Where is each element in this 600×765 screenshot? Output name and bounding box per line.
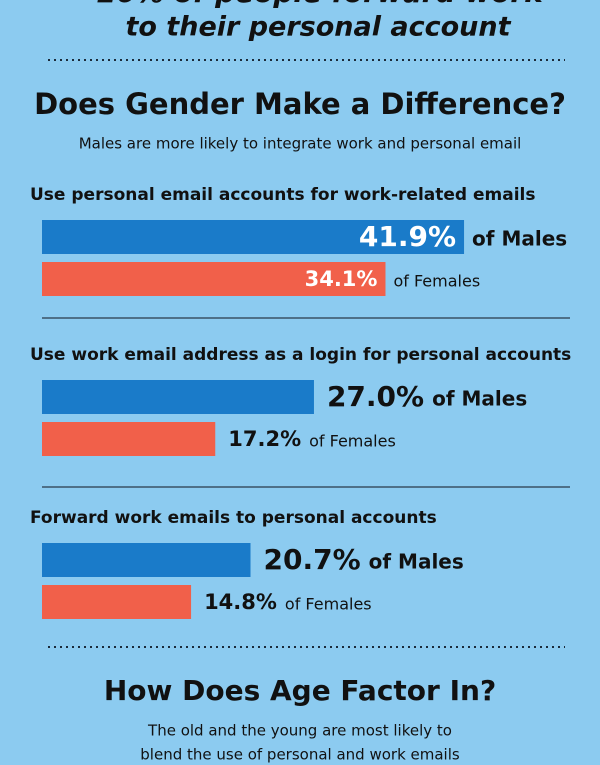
bar [42,262,386,296]
series-label: of Males [432,387,527,411]
bar [42,543,251,577]
category-label: Forward work emails to personal accounts [30,508,437,528]
bar [42,422,216,456]
value-label: 17.2% [228,427,301,451]
header-line: to their personal account [125,12,511,43]
chart-subtitle: Males are more likely to integrate work … [79,135,522,153]
series-label: of Females [309,432,396,451]
value-label: 20.7% [264,543,361,576]
section-subtitle: The old and the young are most likely to [147,722,452,740]
category-label: Use personal email accounts for work-rel… [30,185,535,205]
series-label: of Females [393,272,480,291]
section-subtitle: blend the use of personal and work email… [140,746,460,764]
bar [42,220,465,254]
bar [42,380,314,414]
series-label: of Males [472,227,567,251]
chart-title: Does Gender Make a Difference? [34,87,566,121]
bar [42,585,192,619]
section-title: How Does Age Factor In? [104,674,496,707]
value-label: 27.0% [327,380,424,413]
value-label: 14.8% [204,590,277,614]
value-label: 41.9% [359,220,456,253]
header-line: 20% of people forward work [97,0,545,9]
series-label: of Females [285,595,372,614]
category-label: Use work email address as a login for pe… [30,345,571,365]
value-label: 34.1% [305,267,378,291]
series-label: of Males [369,550,464,574]
